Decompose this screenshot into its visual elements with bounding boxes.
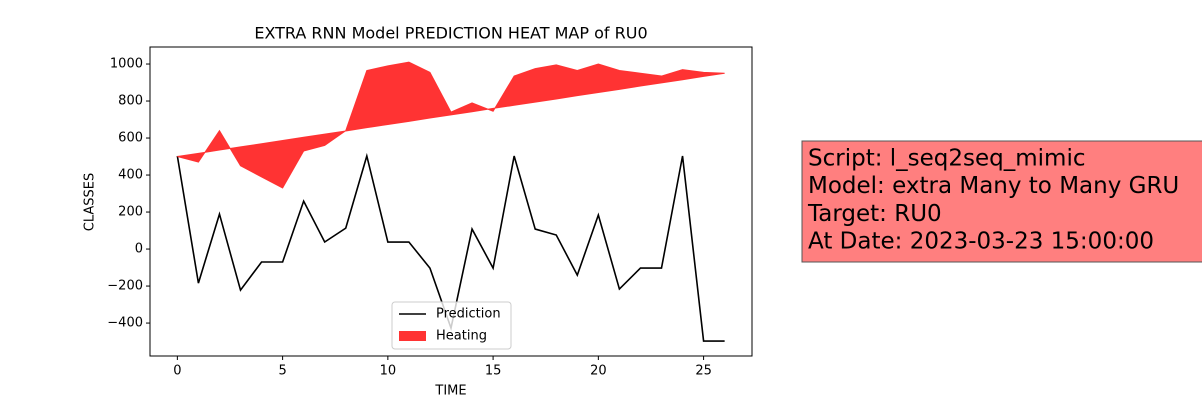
x-tick-label: 0	[173, 364, 181, 379]
x-axis-label: TIME	[434, 384, 466, 399]
y-axis-label: CLASSES	[83, 173, 98, 231]
legend-label: Heating	[436, 329, 487, 344]
chart-title: EXTRA RNN Model PREDICTION HEAT MAP of R…	[254, 24, 647, 43]
annotation-line: Script: l_seq2seq_mimic	[808, 146, 1086, 172]
y-tick-label: −400	[107, 316, 143, 331]
annotation-box	[801, 140, 1202, 263]
x-tick-label: 15	[485, 364, 502, 379]
x-tick-label: 20	[590, 364, 607, 379]
heating-area	[177, 61, 725, 189]
y-tick-label: 1000	[110, 57, 143, 72]
x-tick-label: 5	[278, 364, 286, 379]
y-tick-label: 200	[118, 205, 143, 220]
annotation-line: Target: RU0	[807, 201, 942, 227]
legend-swatch	[399, 331, 426, 341]
legend-label: Prediction	[436, 307, 501, 322]
y-tick-label: 400	[118, 168, 143, 183]
y-tick-label: 600	[118, 131, 143, 146]
y-tick-label: 800	[118, 94, 143, 109]
x-tick-label: 25	[695, 364, 712, 379]
annotation-line: At Date: 2023-03-23 15:00:00	[808, 229, 1154, 255]
y-tick-label: −200	[107, 279, 143, 294]
annotation-line: Model: extra Many to Many GRU	[808, 173, 1179, 199]
y-tick-label: 0	[135, 242, 143, 257]
x-tick-label: 10	[380, 364, 397, 379]
plot-frame	[149, 46, 753, 357]
